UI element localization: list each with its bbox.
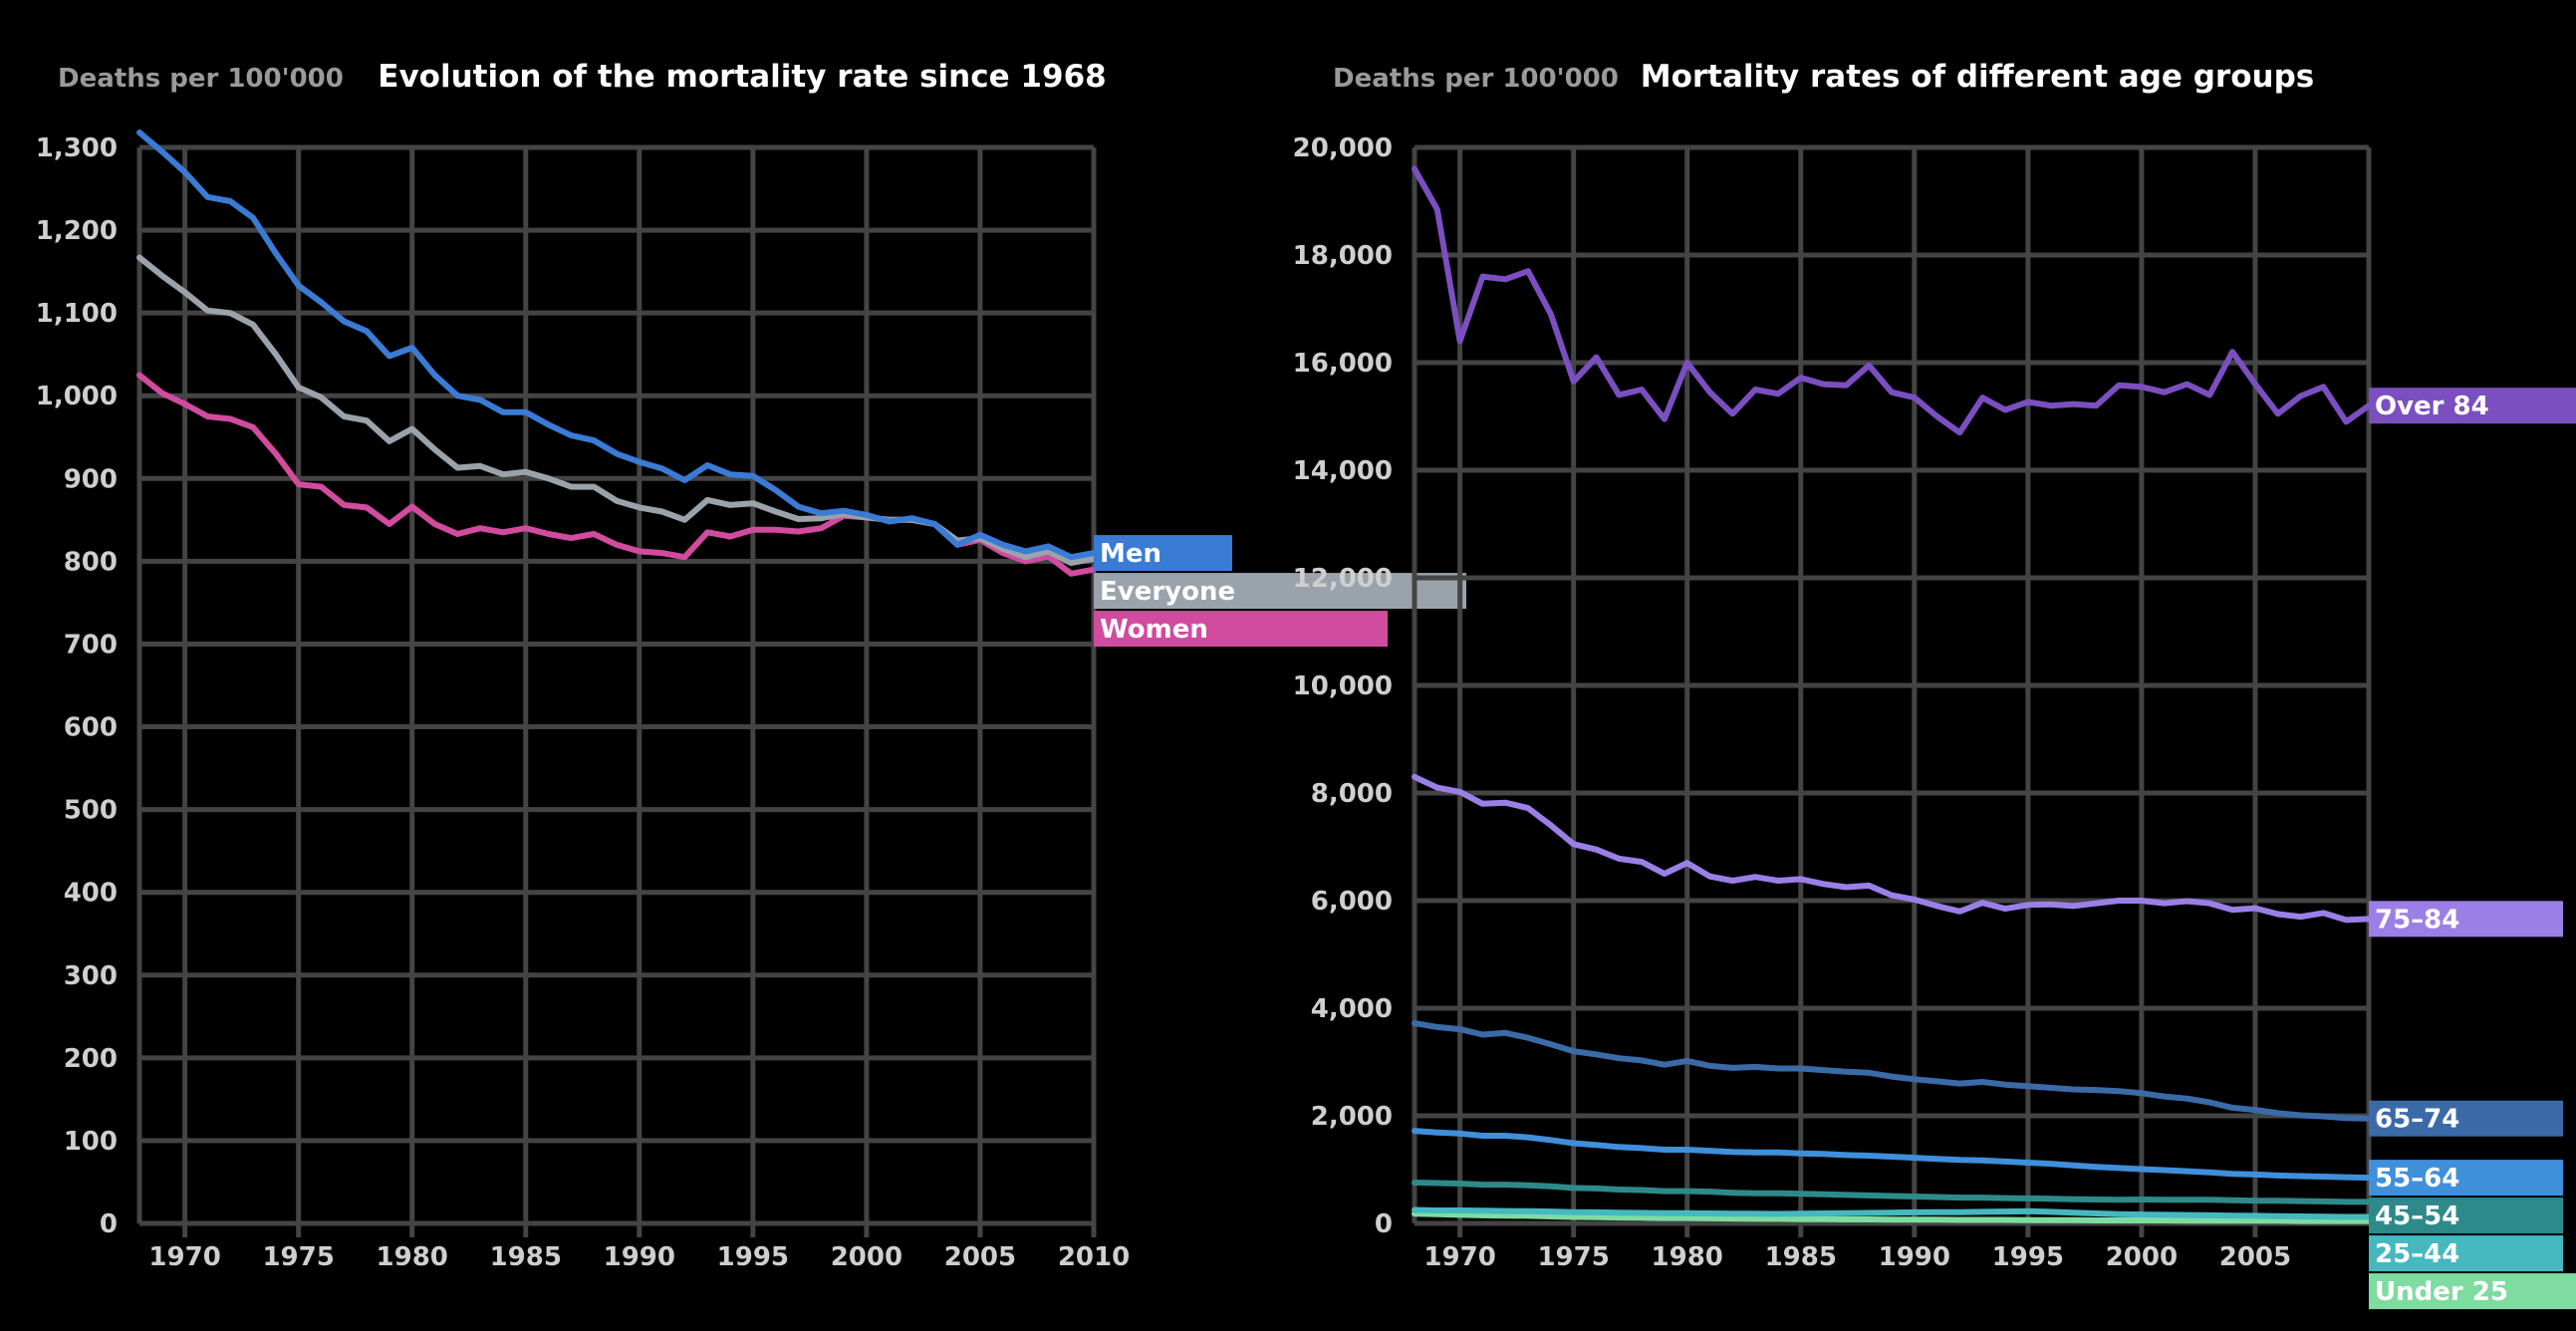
series-label-75-84: 75–84 — [2369, 901, 2563, 937]
y-tick-label: 4,000 — [1311, 994, 1393, 1024]
x-tick-label: 1975 — [262, 1242, 334, 1272]
series-label-text: 65–74 — [2375, 1105, 2459, 1135]
series-line-45-54 — [1412, 1180, 2372, 1205]
chart-title: Evolution of the mortality rate since 19… — [378, 59, 1106, 95]
series-line-65-74 — [1412, 1020, 2372, 1122]
x-tick-label: 1980 — [377, 1242, 448, 1272]
x-tick-label: 2005 — [944, 1242, 1016, 1272]
x-tick-label: 1980 — [1652, 1242, 1723, 1272]
chart-title: Mortality rates of different age groups — [1641, 59, 2314, 95]
y-axis-unit-label: Deaths per 100'000 — [58, 64, 344, 94]
series-label-men: Men — [1094, 535, 1232, 572]
x-tick-label: 1985 — [1765, 1242, 1837, 1272]
y-tick-label: 200 — [64, 1044, 118, 1074]
series-label-text: Over 84 — [2375, 392, 2489, 421]
y-tick-label: 600 — [64, 713, 118, 743]
x-tick-label: 1990 — [604, 1242, 675, 1272]
y-tick-label: 700 — [64, 630, 118, 660]
chart-overall-mortality: Deaths per 100'000 Evolution of the mort… — [36, 59, 1466, 1272]
series-label-45-54: 45–54 — [2369, 1198, 2563, 1234]
series-label-background — [2369, 1100, 2563, 1137]
y-tick-label: 1,300 — [36, 133, 118, 163]
y-tick-label: 6,000 — [1311, 887, 1393, 917]
series-label-background — [1094, 535, 1232, 572]
series-line-75-84 — [1412, 773, 2372, 924]
y-tick-label: 12,000 — [1293, 564, 1393, 594]
y-tick-label: 1,200 — [36, 216, 118, 246]
series-line-55-64 — [1412, 1128, 2372, 1182]
x-tick-label: 2000 — [831, 1242, 902, 1272]
series-label-text: 55–64 — [2375, 1164, 2459, 1194]
series-label-background — [1094, 611, 1388, 648]
series-label-over-84: Over 84 — [2369, 388, 2576, 424]
series-label-background — [2369, 1198, 2563, 1234]
y-tick-label: 20,000 — [1293, 133, 1393, 163]
series-label-background — [2369, 901, 2563, 937]
series-label-65-74: 65–74 — [2369, 1100, 2563, 1137]
series-line-under-25 — [1412, 1210, 2372, 1224]
series-label-background — [2369, 1273, 2576, 1310]
x-tick-label: 1995 — [717, 1242, 789, 1272]
series-label-text: 45–54 — [2375, 1201, 2459, 1231]
y-axis-unit-label: Deaths per 100'000 — [1333, 64, 1619, 94]
x-tick-label: 1985 — [490, 1242, 562, 1272]
series-line-men — [136, 130, 1097, 561]
x-tick-label: 1970 — [148, 1242, 220, 1272]
y-tick-label: 2,000 — [1311, 1102, 1393, 1132]
chart-age-group-mortality: Deaths per 100'000 Mortality rates of di… — [1293, 59, 2576, 1310]
series-label-background — [2369, 1235, 2563, 1272]
y-tick-label: 400 — [64, 879, 118, 909]
series-label-everyone: Everyone — [1094, 573, 1466, 610]
y-tick-label: 14,000 — [1293, 456, 1393, 486]
series-line-women — [136, 372, 1097, 577]
y-tick-label: 500 — [64, 796, 118, 826]
series-label-text: Everyone — [1100, 577, 1235, 607]
y-tick-label: 16,000 — [1293, 349, 1393, 379]
series-label-55-64: 55–64 — [2369, 1160, 2563, 1197]
series-label-text: 75–84 — [2375, 905, 2459, 934]
y-tick-label: 8,000 — [1311, 779, 1393, 809]
y-tick-label: 1,000 — [36, 382, 118, 411]
x-tick-label: 1970 — [1423, 1242, 1495, 1272]
y-tick-label: 900 — [64, 464, 118, 494]
x-tick-label: 1990 — [1879, 1242, 1950, 1272]
x-tick-label: 2000 — [2106, 1242, 2178, 1272]
y-tick-label: 800 — [64, 547, 118, 577]
x-tick-label: 1995 — [1992, 1242, 2064, 1272]
x-tick-label: 1975 — [1537, 1242, 1609, 1272]
y-tick-label: 18,000 — [1293, 241, 1393, 271]
y-tick-label: 300 — [64, 961, 118, 991]
series-label-text: Women — [1100, 615, 1208, 645]
series-label-background — [2369, 388, 2576, 424]
series-label-under-25: Under 25 — [2369, 1273, 2576, 1310]
series-label-background — [1094, 573, 1466, 610]
y-tick-label: 100 — [64, 1127, 118, 1157]
series-label-text: Men — [1100, 539, 1161, 569]
series-label-25-44: 25–44 — [2369, 1235, 2563, 1272]
series-label-background — [2369, 1160, 2563, 1197]
series-line-25-44 — [1412, 1206, 2372, 1220]
y-tick-label: 10,000 — [1293, 671, 1393, 701]
series-label-women: Women — [1094, 611, 1388, 648]
series-line-everyone — [136, 254, 1097, 566]
y-tick-label: 1,100 — [36, 299, 118, 329]
y-tick-label: 0 — [1375, 1209, 1393, 1239]
y-tick-label: 0 — [100, 1209, 118, 1239]
series-label-text: 25–44 — [2375, 1239, 2459, 1269]
series-label-text: Under 25 — [2375, 1277, 2508, 1307]
series-line-over-84 — [1412, 165, 2372, 436]
x-tick-label: 2010 — [1058, 1242, 1130, 1272]
x-tick-label: 2005 — [2219, 1242, 2291, 1272]
